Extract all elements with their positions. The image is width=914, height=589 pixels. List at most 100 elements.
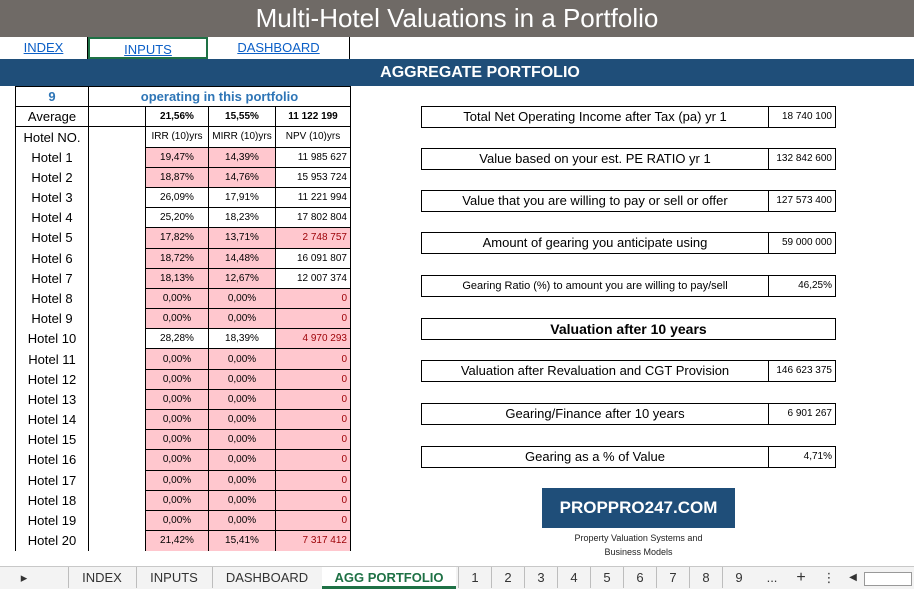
add-sheet-icon[interactable]: + — [796, 569, 806, 586]
npv-cell[interactable]: 15 953 724 — [275, 166, 351, 188]
irr-cell[interactable]: 18,72% — [145, 247, 209, 269]
irr-cell[interactable]: 0,00% — [145, 308, 209, 330]
table-row: Hotel 15 0,00% 0,00% 0 — [15, 429, 351, 451]
npv-cell[interactable]: 0 — [275, 368, 351, 390]
tab-sheet-9[interactable]: 9 — [722, 567, 755, 588]
irr-cell[interactable]: 21,42% — [145, 530, 209, 551]
mirr-cell[interactable]: 0,00% — [208, 429, 276, 451]
metric-value[interactable]: 146 623 375 — [776, 365, 832, 376]
npv-cell[interactable]: 0 — [275, 469, 351, 491]
metric-value[interactable]: 6 901 267 — [787, 408, 833, 419]
metric-value[interactable]: 132 842 600 — [776, 153, 832, 164]
mirr-cell[interactable]: 18,23% — [208, 207, 276, 229]
mirr-cell[interactable]: 14,39% — [208, 146, 276, 168]
tab-more[interactable]: ... — [766, 570, 778, 585]
metric-box: Value based on your est. PE RATIO yr 1 13… — [421, 148, 836, 170]
npv-cell[interactable]: 0 — [275, 388, 351, 411]
mirr-cell[interactable]: 0,00% — [208, 368, 276, 390]
irr-cell[interactable]: 0,00% — [145, 469, 209, 491]
tab-sheet-8[interactable]: 8 — [689, 567, 722, 588]
mirr-cell[interactable]: 0,00% — [208, 348, 276, 370]
mirr-cell[interactable]: 14,48% — [208, 247, 276, 269]
average-label: Average — [15, 106, 89, 127]
irr-cell[interactable]: 0,00% — [145, 287, 209, 310]
mirr-cell[interactable]: 0,00% — [208, 509, 276, 532]
nav-link-inputs[interactable]: INPUTS — [88, 37, 208, 59]
mirr-cell[interactable]: 13,71% — [208, 227, 276, 249]
tab-sheet-1[interactable]: 1 — [458, 567, 491, 588]
npv-cell[interactable]: 2 748 757 — [275, 227, 351, 249]
hotel-count[interactable]: 9 — [15, 85, 89, 108]
average-irr[interactable]: 21,56% — [145, 106, 209, 128]
mirr-cell[interactable]: 18,39% — [208, 328, 276, 350]
npv-cell[interactable]: 0 — [275, 308, 351, 330]
irr-cell[interactable]: 0,00% — [145, 368, 209, 390]
irr-cell[interactable]: 25,20% — [145, 207, 209, 229]
mirr-cell[interactable]: 12,67% — [208, 267, 276, 289]
tab-scroll-arrow[interactable]: ▸ — [20, 570, 28, 585]
tab-agg-portfolio[interactable]: AGG PORTFOLIO — [322, 567, 456, 589]
nav-link-index[interactable]: INDEX — [0, 37, 88, 59]
irr-cell[interactable]: 0,00% — [145, 429, 209, 451]
irr-cell[interactable]: 28,28% — [145, 328, 209, 350]
mirr-cell[interactable]: 0,00% — [208, 408, 276, 431]
npv-cell[interactable]: 0 — [275, 509, 351, 532]
npv-cell[interactable]: 0 — [275, 287, 351, 310]
irr-cell[interactable]: 18,87% — [145, 166, 209, 188]
npv-cell[interactable]: 11 985 627 — [275, 146, 351, 168]
npv-cell[interactable]: 7 317 412 — [275, 530, 351, 551]
metric-value[interactable]: 18 740 100 — [781, 111, 832, 122]
metric-value[interactable]: 127 573 400 — [776, 195, 832, 206]
tab-inputs[interactable]: INPUTS — [136, 567, 211, 588]
irr-cell[interactable]: 18,13% — [145, 267, 209, 289]
npv-cell[interactable]: 0 — [275, 348, 351, 370]
mirr-cell[interactable]: 0,00% — [208, 449, 276, 471]
tab-sheet-4[interactable]: 4 — [557, 567, 590, 588]
npv-cell[interactable]: 0 — [275, 408, 351, 431]
tab-index[interactable]: INDEX — [68, 567, 135, 588]
npv-cell[interactable]: 4 970 293 — [275, 328, 351, 350]
irr-cell[interactable]: 17,82% — [145, 227, 209, 249]
irr-cell[interactable]: 0,00% — [145, 509, 209, 532]
irr-cell[interactable]: 26,09% — [145, 186, 209, 209]
npv-cell[interactable]: 17 802 804 — [275, 207, 351, 229]
npv-cell[interactable]: 0 — [275, 429, 351, 451]
irr-cell[interactable]: 0,00% — [145, 449, 209, 471]
npv-cell[interactable]: 16 091 807 — [275, 247, 351, 269]
mirr-cell[interactable]: 17,91% — [208, 186, 276, 209]
irr-cell[interactable]: 0,00% — [145, 408, 209, 431]
total-npv[interactable]: 11 122 199 — [275, 106, 351, 128]
horizontal-scrollbar[interactable] — [864, 572, 912, 586]
irr-cell[interactable]: 0,00% — [145, 348, 209, 370]
metric-value[interactable]: 4,71% — [803, 451, 832, 462]
metric-box: Gearing/Finance after 10 years 6 901 267 — [421, 403, 836, 425]
tab-sheet-7[interactable]: 7 — [656, 567, 689, 588]
mirr-cell[interactable]: 0,00% — [208, 308, 276, 330]
npv-cell[interactable]: 0 — [275, 489, 351, 511]
nav-link-dashboard[interactable]: DASHBOARD — [208, 37, 350, 59]
mirr-cell[interactable]: 0,00% — [208, 489, 276, 511]
mirr-cell[interactable]: 0,00% — [208, 287, 276, 310]
metric-value[interactable]: 46,25% — [798, 280, 832, 291]
irr-cell[interactable]: 19,47% — [145, 146, 209, 168]
npv-cell[interactable]: 0 — [275, 449, 351, 471]
irr-cell[interactable]: 0,00% — [145, 388, 209, 411]
mirr-cell[interactable]: 14,76% — [208, 166, 276, 188]
options-icon[interactable]: ⋮ — [822, 570, 836, 585]
mirr-cell[interactable]: 15,41% — [208, 530, 276, 551]
tab-sheet-3[interactable]: 3 — [524, 567, 557, 588]
tab-sheet-2[interactable]: 2 — [491, 567, 524, 588]
average-mirr[interactable]: 15,55% — [208, 106, 276, 128]
scroll-left-icon[interactable]: ◀ — [849, 572, 857, 583]
mirr-cell[interactable]: 0,00% — [208, 469, 276, 491]
tab-dashboard[interactable]: DASHBOARD — [212, 567, 321, 588]
tab-sheet-6[interactable]: 6 — [623, 567, 656, 588]
mirr-cell[interactable]: 0,00% — [208, 388, 276, 411]
metric-label: Total Net Operating Income after Tax (pa… — [422, 107, 769, 127]
irr-cell[interactable]: 0,00% — [145, 489, 209, 511]
tab-sheet-5[interactable]: 5 — [590, 567, 623, 588]
metric-value[interactable]: 59 000 000 — [781, 237, 832, 248]
hotel-table: 9 operating in this portfolio Average 21… — [15, 85, 351, 551]
npv-cell[interactable]: 11 221 994 — [275, 186, 351, 209]
npv-cell[interactable]: 12 007 374 — [275, 267, 351, 289]
